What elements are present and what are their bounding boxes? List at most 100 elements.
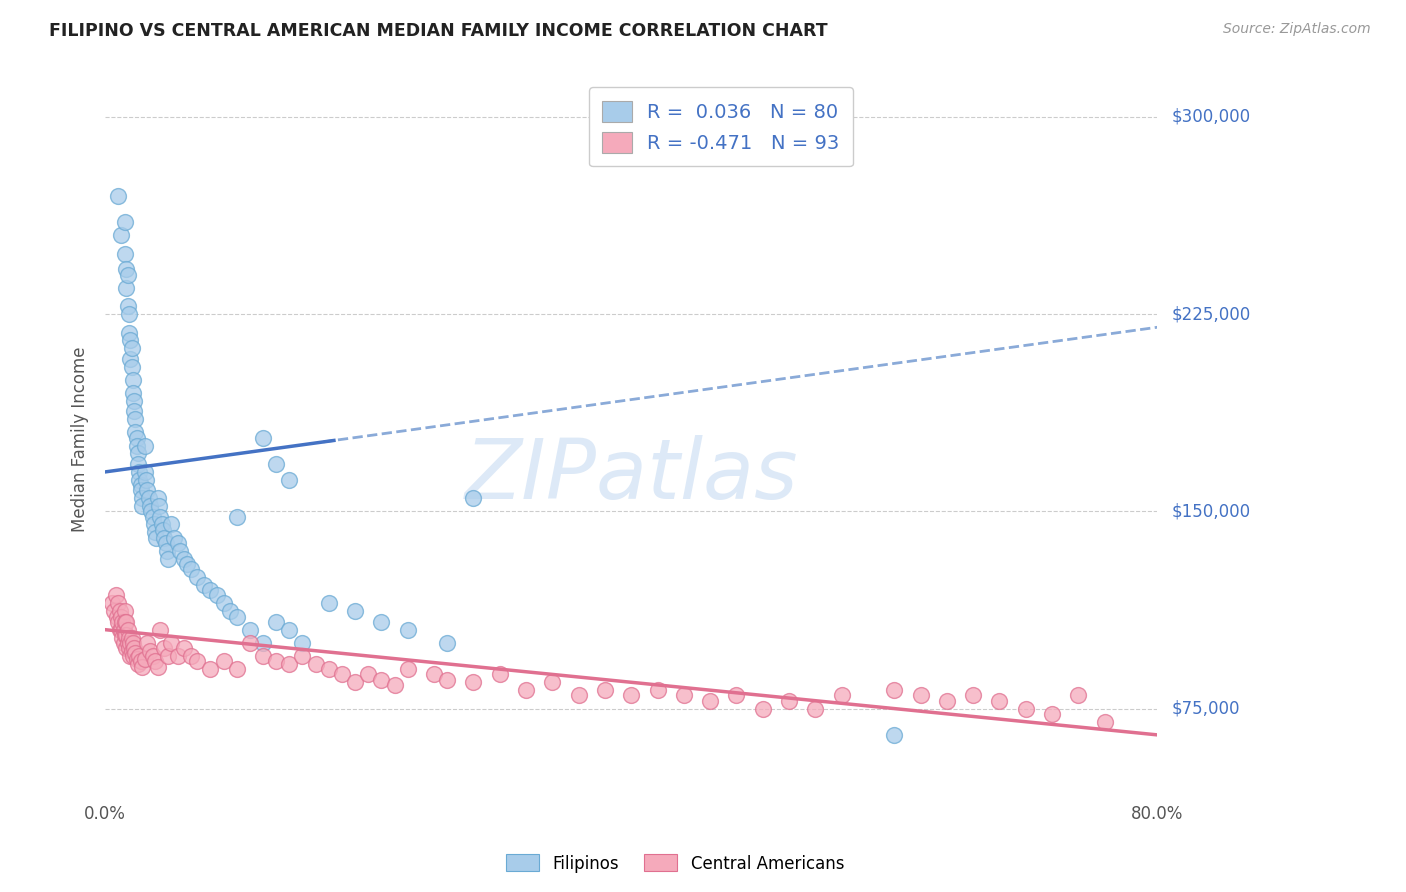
Point	[672, 689, 695, 703]
Text: $225,000: $225,000	[1171, 305, 1250, 323]
Point	[134, 439, 156, 453]
Point	[593, 683, 616, 698]
Point	[988, 694, 1011, 708]
Point	[131, 659, 153, 673]
Point	[108, 623, 131, 637]
Point	[129, 654, 152, 668]
Legend: Filipinos, Central Americans: Filipinos, Central Americans	[499, 847, 851, 880]
Point	[488, 667, 510, 681]
Point	[153, 641, 176, 656]
Point	[146, 491, 169, 506]
Point	[117, 299, 139, 313]
Point	[225, 609, 247, 624]
Point	[127, 657, 149, 671]
Point	[112, 636, 135, 650]
Point	[134, 651, 156, 665]
Point	[725, 689, 748, 703]
Point	[117, 268, 139, 282]
Point	[239, 636, 262, 650]
Point	[107, 615, 129, 629]
Point	[212, 654, 235, 668]
Point	[436, 636, 458, 650]
Point	[115, 262, 138, 277]
Point	[1094, 714, 1116, 729]
Point	[114, 604, 136, 618]
Point	[111, 631, 134, 645]
Point	[115, 615, 138, 629]
Point	[117, 636, 139, 650]
Point	[219, 604, 242, 618]
Point	[111, 615, 134, 629]
Point	[121, 341, 143, 355]
Point	[118, 641, 141, 656]
Point	[148, 499, 170, 513]
Point	[180, 562, 202, 576]
Point	[114, 628, 136, 642]
Point	[264, 654, 287, 668]
Point	[169, 543, 191, 558]
Point	[883, 683, 905, 698]
Point	[108, 604, 131, 618]
Point	[212, 596, 235, 610]
Point	[193, 578, 215, 592]
Point	[101, 596, 124, 610]
Point	[152, 523, 174, 537]
Point	[370, 615, 392, 629]
Point	[149, 509, 172, 524]
Point	[117, 623, 139, 637]
Point	[127, 446, 149, 460]
Point	[105, 609, 128, 624]
Point	[252, 636, 274, 650]
Point	[173, 551, 195, 566]
Point	[176, 557, 198, 571]
Point	[136, 636, 159, 650]
Point	[118, 631, 141, 645]
Point	[121, 644, 143, 658]
Point	[344, 604, 367, 618]
Point	[160, 517, 183, 532]
Point	[173, 641, 195, 656]
Point	[124, 412, 146, 426]
Point	[291, 636, 314, 650]
Point	[118, 307, 141, 321]
Point	[120, 636, 142, 650]
Point	[344, 675, 367, 690]
Point	[121, 386, 143, 401]
Point	[436, 673, 458, 687]
Point	[146, 659, 169, 673]
Point	[128, 473, 150, 487]
Point	[1040, 706, 1063, 721]
Point	[121, 636, 143, 650]
Point	[330, 667, 353, 681]
Point	[831, 689, 853, 703]
Point	[264, 615, 287, 629]
Point	[103, 604, 125, 618]
Point	[278, 473, 301, 487]
Point	[166, 536, 188, 550]
Text: Source: ZipAtlas.com: Source: ZipAtlas.com	[1223, 22, 1371, 37]
Point	[153, 531, 176, 545]
Point	[541, 675, 564, 690]
Point	[423, 667, 446, 681]
Point	[120, 351, 142, 366]
Point	[142, 509, 165, 524]
Point	[125, 431, 148, 445]
Point	[115, 281, 138, 295]
Y-axis label: Median Family Income: Median Family Income	[72, 346, 89, 532]
Point	[384, 678, 406, 692]
Point	[804, 701, 827, 715]
Point	[166, 648, 188, 663]
Point	[910, 689, 932, 703]
Point	[778, 694, 800, 708]
Point	[128, 648, 150, 663]
Point	[131, 491, 153, 506]
Point	[118, 326, 141, 340]
Point	[110, 609, 132, 624]
Point	[114, 215, 136, 229]
Point	[134, 465, 156, 479]
Point	[318, 596, 340, 610]
Point	[141, 504, 163, 518]
Point	[264, 457, 287, 471]
Point	[121, 648, 143, 663]
Point	[252, 431, 274, 445]
